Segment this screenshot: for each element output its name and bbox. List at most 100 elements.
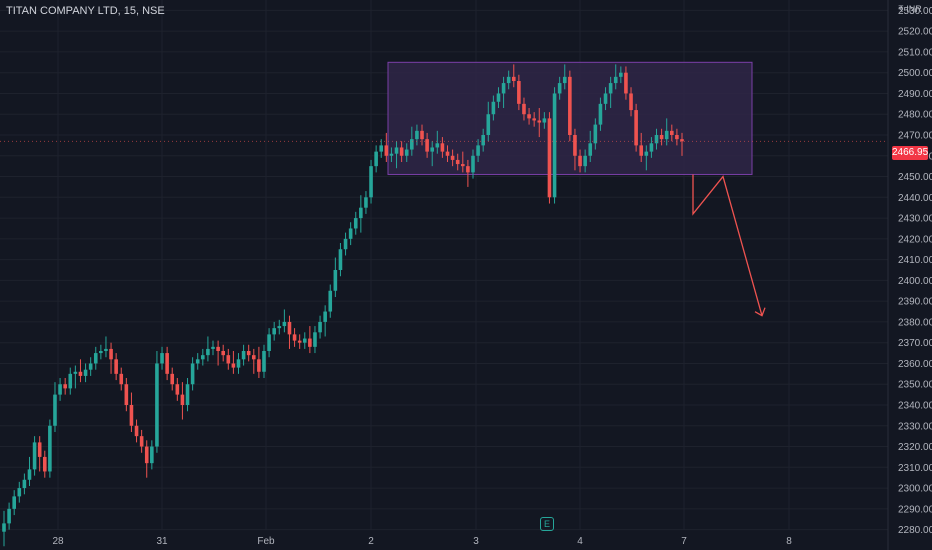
candle-body <box>170 373 175 385</box>
candle-body <box>644 151 649 156</box>
candle-body <box>185 384 190 405</box>
candle-body <box>99 351 103 354</box>
chart-title[interactable]: TITAN COMPANY LTD, 15, NSE <box>6 5 165 17</box>
candle-body <box>532 118 536 121</box>
candle-body <box>68 373 73 389</box>
candle-body <box>466 166 470 173</box>
candle-body <box>613 76 618 84</box>
candle-body <box>48 425 52 472</box>
candle-body <box>277 326 282 329</box>
candle-body <box>573 135 577 156</box>
candle-body <box>680 139 684 142</box>
earnings-event-badge[interactable]: E <box>540 517 554 531</box>
candle-body <box>241 351 246 360</box>
time-tick-label: 2 <box>368 536 374 547</box>
candle-body <box>190 363 195 385</box>
candle-body <box>420 130 424 140</box>
candle-body <box>639 145 644 156</box>
time-axis[interactable]: 28 31 Feb 2 3 4 7 8 <box>52 536 792 547</box>
candle-body <box>150 446 154 464</box>
price-tick-label: 2440.00 <box>898 193 932 204</box>
last-price-tag: 2466.95 <box>892 146 929 160</box>
candle-body <box>93 353 98 364</box>
candle-body <box>624 72 628 94</box>
candle-body <box>496 93 501 102</box>
candle-body <box>445 151 450 156</box>
candle-body <box>195 359 200 364</box>
candle-body <box>394 147 399 154</box>
candle-body <box>583 155 587 167</box>
candle-body <box>649 143 654 152</box>
candle-body <box>262 351 266 372</box>
candle-body <box>608 83 613 94</box>
candle-body <box>7 508 11 524</box>
price-tick-label: 2350.00 <box>898 380 932 391</box>
candle-body <box>374 151 378 167</box>
candle-body <box>404 149 409 156</box>
candle-body <box>257 359 261 372</box>
candle-body <box>155 363 159 447</box>
candle-body <box>119 373 124 385</box>
candle-body <box>542 118 547 123</box>
candle-body <box>369 166 373 198</box>
candle-body <box>343 238 348 250</box>
candle-body <box>552 93 557 198</box>
candle-body <box>481 135 485 146</box>
candlestick-series <box>0 64 888 547</box>
price-tick-label: 2400.00 <box>898 276 932 287</box>
price-tick-label: 2280.00 <box>898 525 932 536</box>
candle-body <box>415 130 419 140</box>
candle-body <box>323 311 327 322</box>
price-tick-label: 2310.00 <box>898 463 932 474</box>
candle-body <box>313 332 317 347</box>
candle-body <box>353 218 358 229</box>
price-tick-label: 2390.00 <box>898 297 932 308</box>
projection-arrow[interactable] <box>692 174 763 316</box>
time-tick-label: 4 <box>577 536 583 547</box>
candle-body <box>272 328 276 335</box>
candle-body <box>78 371 83 376</box>
candle-body <box>359 207 363 219</box>
candle-body <box>37 442 42 457</box>
candle-body <box>348 228 353 239</box>
candle-body <box>450 155 455 160</box>
candle-body <box>129 405 134 426</box>
candle-body <box>501 83 506 94</box>
candle-body <box>231 363 236 368</box>
candle-body <box>144 446 149 464</box>
candle-body <box>114 359 118 374</box>
candle-body <box>527 114 531 119</box>
candle-body <box>42 456 47 472</box>
candle-body <box>517 81 521 104</box>
candle-body <box>27 469 32 480</box>
candle-body <box>297 340 302 343</box>
arrow-head-path <box>754 307 766 317</box>
candle-body <box>134 425 139 437</box>
candle-body <box>221 351 226 356</box>
currency-label: ₹ INR <box>898 4 922 14</box>
candle-body <box>659 135 664 140</box>
candle-body <box>593 124 598 144</box>
candle-body <box>440 143 445 152</box>
candle-body <box>410 139 414 150</box>
candle-body <box>328 290 333 312</box>
price-tick-label: 2290.00 <box>898 504 932 515</box>
candle-body <box>308 338 312 347</box>
candle-body <box>17 488 22 497</box>
price-tick-label: 2300.00 <box>898 484 932 495</box>
price-axis[interactable]: 2280.00 2290.00 2300.00 2310.00 2320.00 2330.… <box>898 6 932 536</box>
candle-body <box>598 103 603 125</box>
candle-body <box>216 346 220 351</box>
arrow-head <box>754 307 766 317</box>
candle-body <box>675 135 679 140</box>
candle-body <box>282 321 287 327</box>
price-tick-label: 2470.00 <box>898 131 932 142</box>
candle-body <box>287 321 292 335</box>
candle-body <box>425 139 429 152</box>
candle-body <box>246 351 251 356</box>
price-tick-label: 2490.00 <box>898 89 932 100</box>
candle-body <box>58 384 62 395</box>
price-tick-label: 2330.00 <box>898 421 932 432</box>
candle-body <box>537 120 542 123</box>
